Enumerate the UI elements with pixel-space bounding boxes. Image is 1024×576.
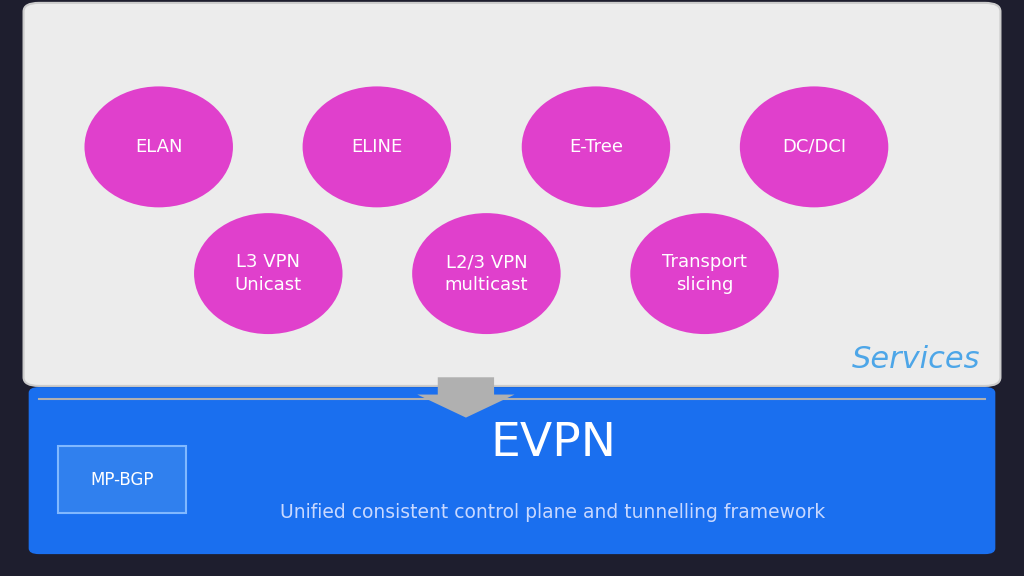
Text: ELAN: ELAN: [135, 138, 182, 156]
Text: E-Tree: E-Tree: [569, 138, 623, 156]
Ellipse shape: [412, 213, 561, 334]
Text: Unified consistent control plane and tunnelling framework: Unified consistent control plane and tun…: [281, 503, 825, 522]
Text: Services: Services: [852, 346, 981, 374]
Ellipse shape: [521, 86, 670, 207]
Text: L3 VPN
Unicast: L3 VPN Unicast: [234, 253, 302, 294]
Ellipse shape: [84, 86, 232, 207]
Ellipse shape: [195, 213, 342, 334]
Ellipse shape: [739, 86, 889, 207]
FancyBboxPatch shape: [58, 446, 186, 513]
FancyBboxPatch shape: [24, 3, 1000, 386]
Text: DC/DCI: DC/DCI: [782, 138, 846, 156]
Text: EVPN: EVPN: [489, 421, 616, 466]
Polygon shape: [418, 377, 515, 418]
Ellipse shape: [630, 213, 778, 334]
Text: L2/3 VPN
multicast: L2/3 VPN multicast: [444, 253, 528, 294]
Text: Transport
slicing: Transport slicing: [663, 253, 746, 294]
Text: ELINE: ELINE: [351, 138, 402, 156]
Text: MP-BGP: MP-BGP: [90, 471, 155, 488]
Ellipse shape: [303, 86, 451, 207]
FancyBboxPatch shape: [29, 387, 995, 554]
